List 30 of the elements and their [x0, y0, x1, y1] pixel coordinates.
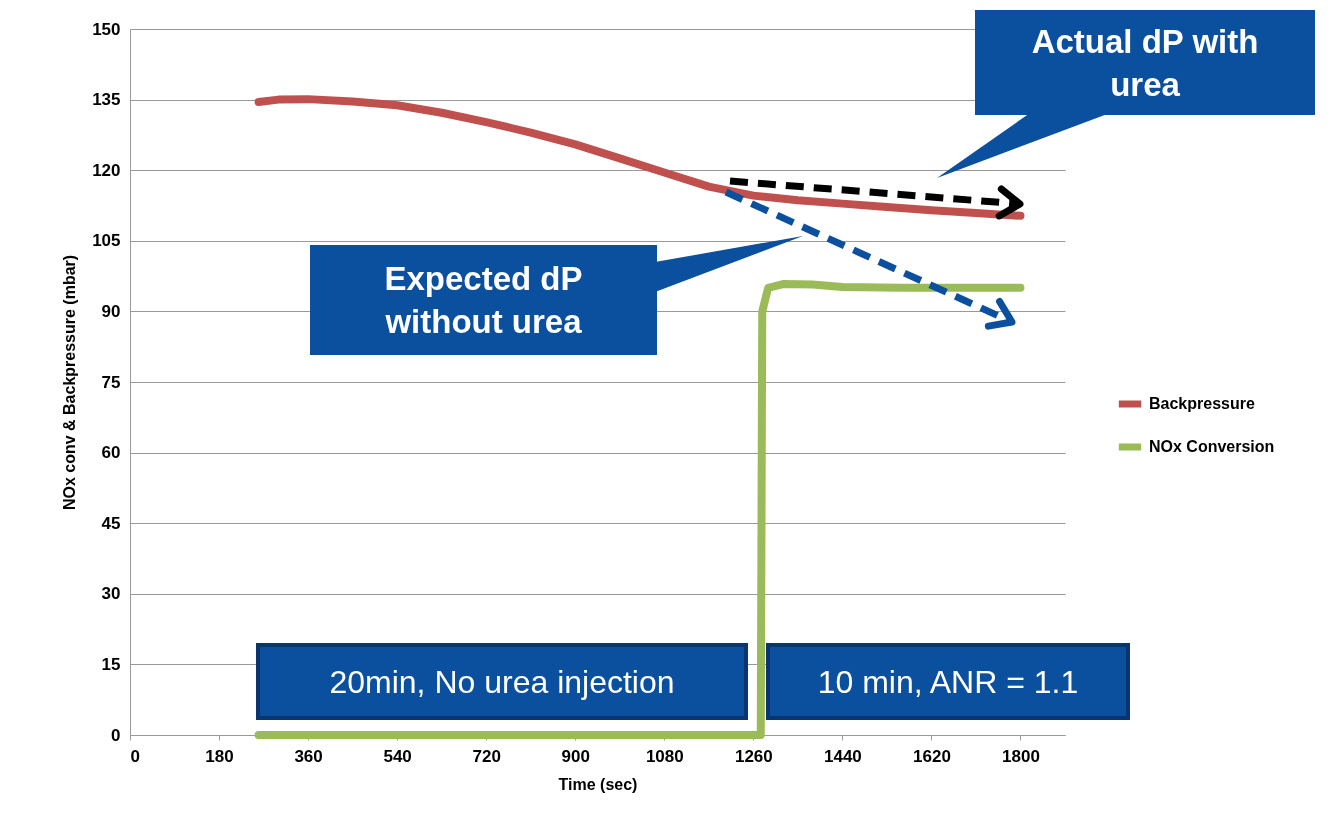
x-tick-label: 1260 — [734, 746, 773, 766]
y-axis-title: NOx conv & Backpressure (mbar) — [61, 254, 79, 511]
x-axis-title: Time (sec) — [558, 775, 638, 793]
y-tick-label: 90 — [101, 301, 121, 321]
x-tick-label: 0 — [130, 746, 140, 766]
x-tick-label: 720 — [472, 746, 501, 766]
y-tick-label: 60 — [101, 443, 121, 463]
x-tick-label: 1620 — [913, 746, 951, 766]
y-tick-label: 0 — [111, 725, 121, 745]
legend-label: Backpressure — [1149, 395, 1255, 412]
y-tick-label: 105 — [92, 231, 121, 251]
y-tick-label: 120 — [92, 160, 121, 180]
legend-label: NOx Conversion — [1149, 438, 1275, 455]
y-tick-label: 30 — [101, 584, 121, 604]
x-tick-label: 1440 — [823, 746, 862, 766]
y-tick-label: 135 — [92, 90, 121, 110]
x-tick-label: 900 — [561, 746, 590, 766]
x-tick-label: 540 — [383, 746, 412, 766]
annotation: Expected dP without urea — [384, 260, 583, 340]
annotation: Actual dP with urea — [1031, 22, 1259, 103]
x-tick-label: 1800 — [1002, 746, 1040, 766]
y-tick-label: 45 — [101, 513, 121, 533]
x-tick-label: 180 — [205, 746, 234, 766]
y-tick-label: 150 — [92, 19, 121, 39]
annotation: 10 min, ANR = 1.1 — [817, 663, 1079, 700]
annotation: 20min, No urea injection — [329, 663, 675, 700]
y-tick-label: 15 — [101, 654, 121, 674]
y-tick-label: 75 — [101, 372, 121, 392]
x-tick-label: 1080 — [645, 746, 684, 766]
x-tick-label: 360 — [294, 746, 323, 766]
